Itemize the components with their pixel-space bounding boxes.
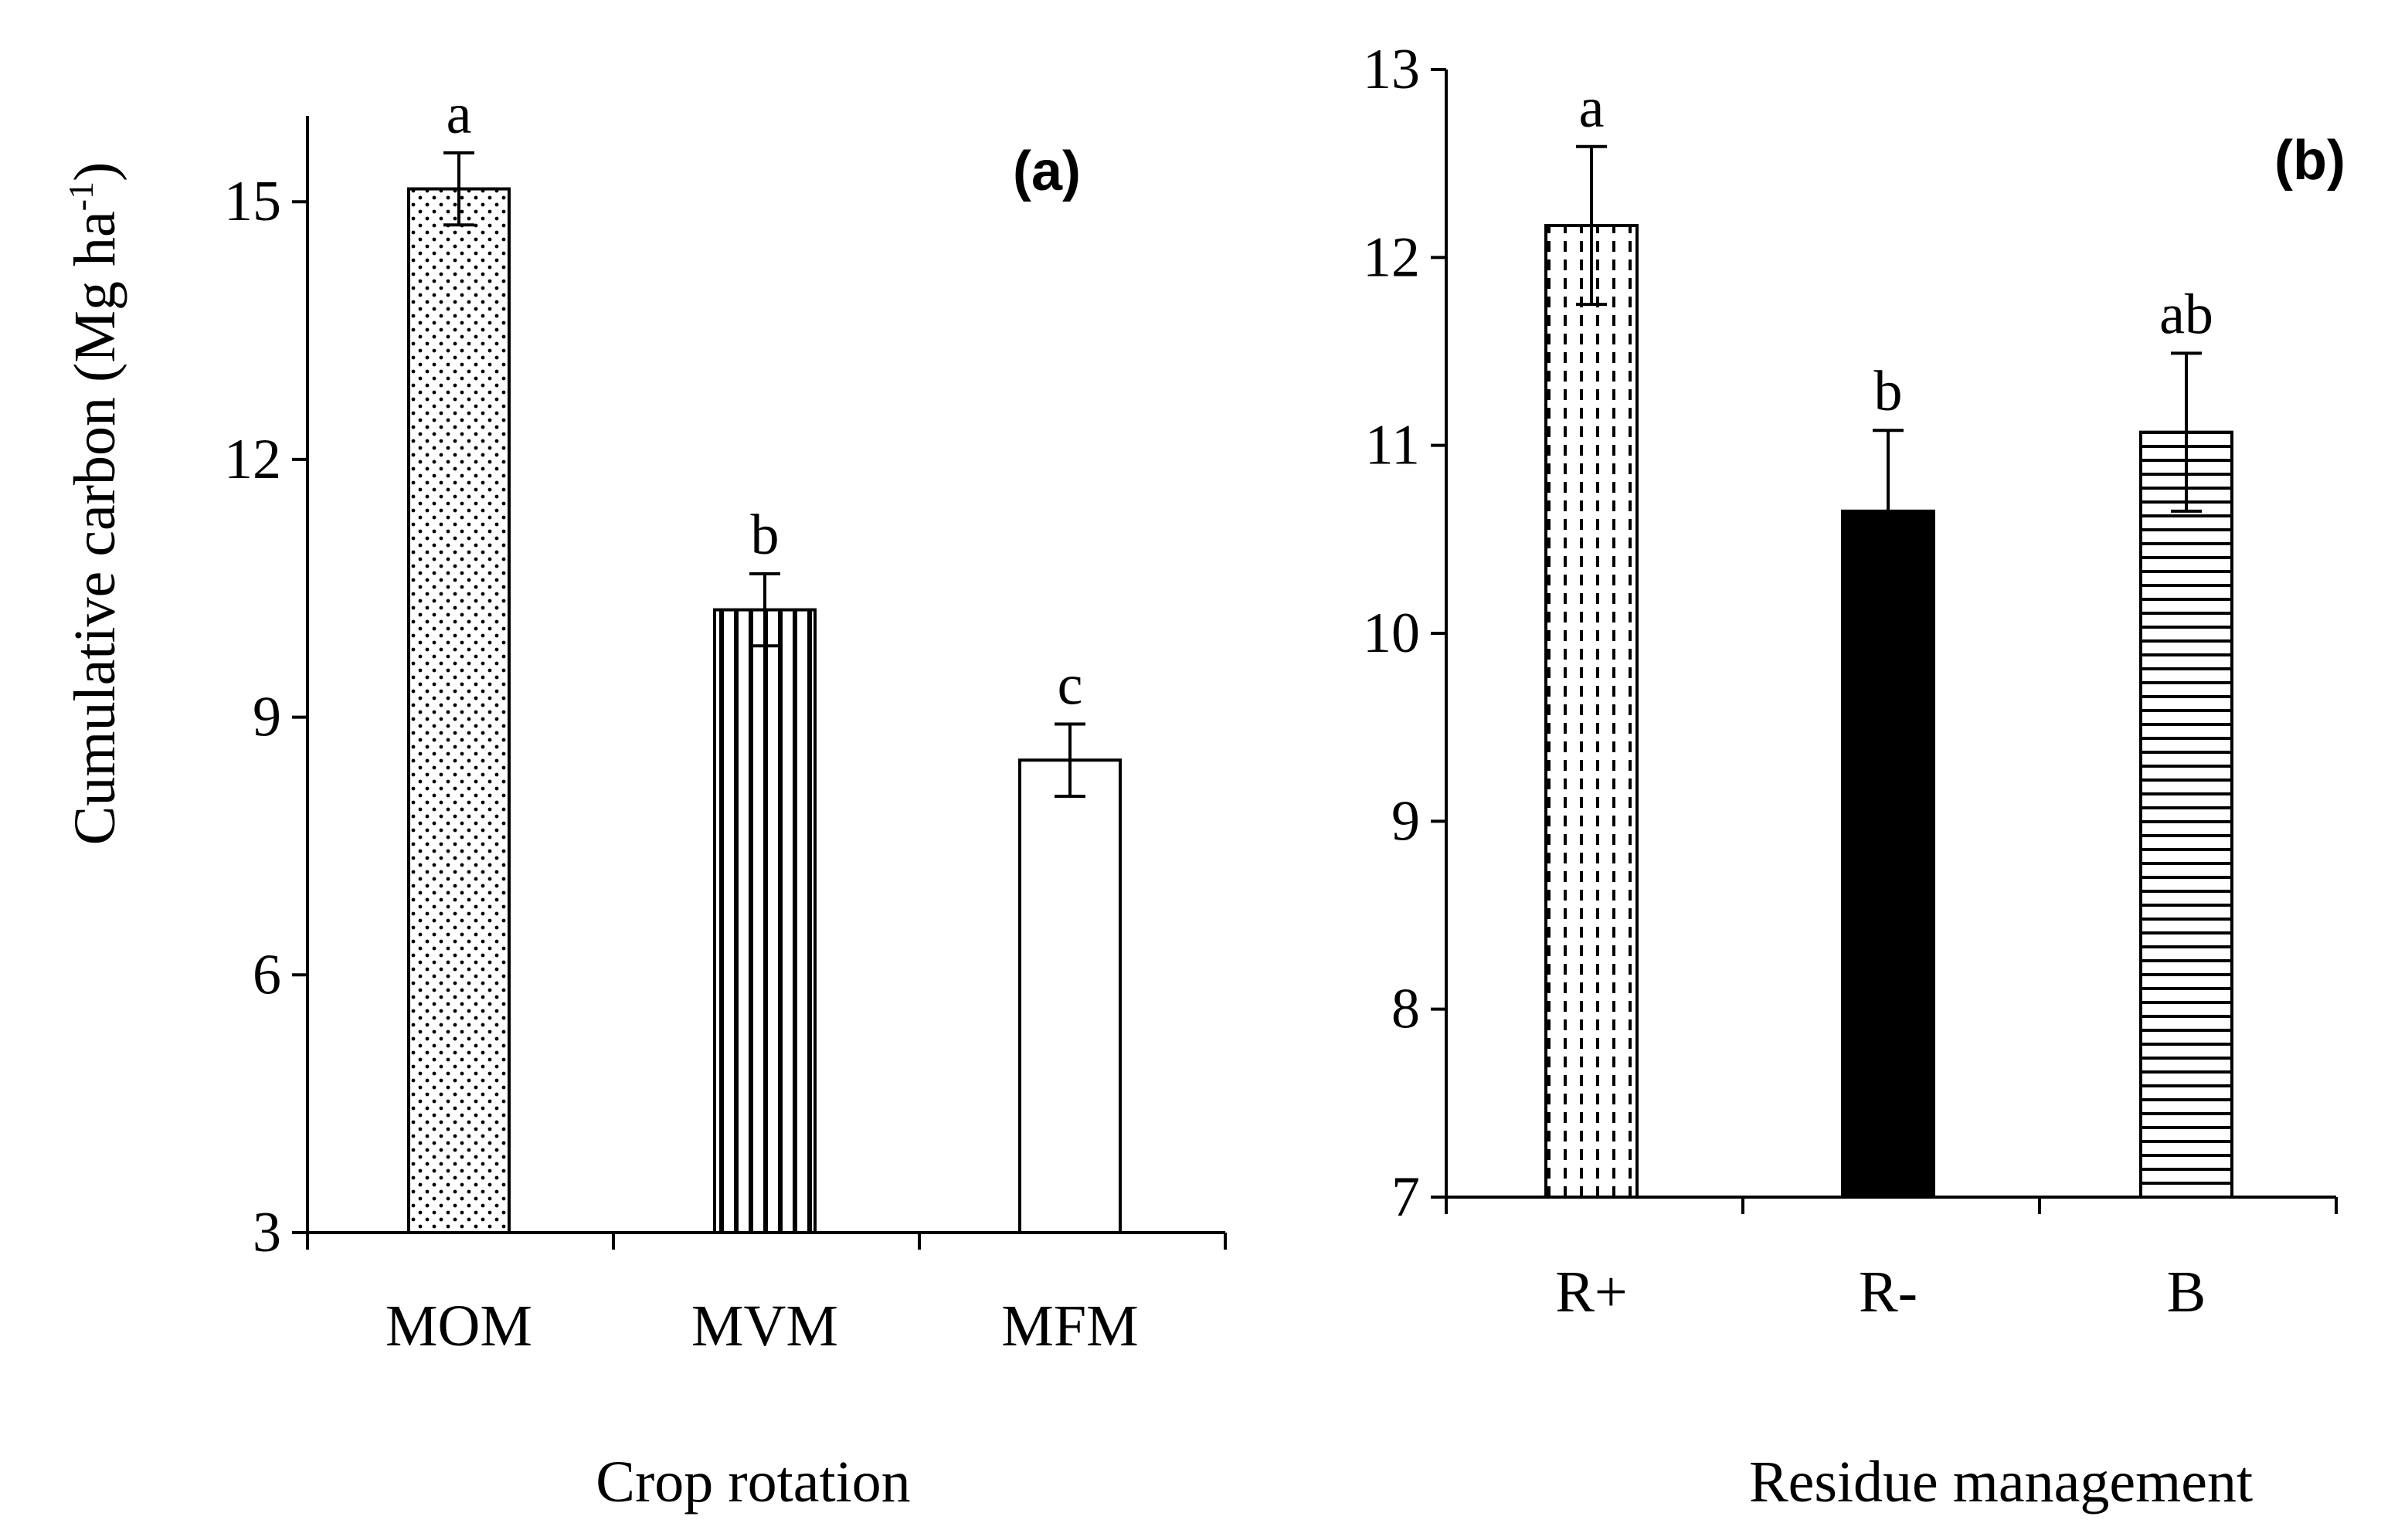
- category-label-MFM: MFM: [1001, 1294, 1138, 1359]
- bar-MFM: [1018, 758, 1122, 1234]
- y-tick-label-b: 13: [1363, 38, 1420, 101]
- panel-label-b: (b): [2274, 130, 2345, 192]
- y-tick-label-a: 6: [253, 943, 281, 1006]
- y-tick-label-a: 12: [224, 428, 281, 491]
- bar-B: [2139, 430, 2233, 1199]
- significance-letter-B: ab: [2159, 283, 2213, 346]
- xlabel-b: Residue management: [1749, 1450, 2253, 1515]
- y-tick-label-a: 15: [224, 170, 281, 233]
- ylabel-a: Cumulative carbon (Mg ha-1): [61, 162, 127, 846]
- error-bar-MOM: [443, 151, 474, 227]
- xlabel-a: Crop rotation: [596, 1450, 910, 1515]
- category-label-R+: R+: [1555, 1260, 1628, 1325]
- error-bar-B: [2171, 351, 2202, 513]
- y-tick-label-b: 8: [1391, 978, 1420, 1041]
- bar-R-: [1841, 509, 1935, 1199]
- panel-label-a: (a): [1013, 141, 1081, 202]
- bar-MVM: [713, 608, 817, 1234]
- category-label-MVM: MVM: [691, 1294, 838, 1359]
- category-label-MOM: MOM: [386, 1294, 532, 1359]
- bar-R+: [1544, 223, 1639, 1199]
- category-label-R-: R-: [1859, 1260, 1917, 1325]
- y-tick-label-b: 9: [1391, 789, 1420, 853]
- error-bar-MFM: [1055, 722, 1085, 798]
- panel-b: (b) Residue management 7 8 9 10 11 12 13 a R+ b R-…: [1363, 38, 2345, 1515]
- significance-letter-MOM: a: [447, 83, 472, 146]
- y-tick-label-b: 11: [1365, 414, 1420, 477]
- y-tick-label-b: 12: [1363, 226, 1420, 289]
- error-bar-MVM: [749, 572, 780, 648]
- error-bar-R-: [1873, 429, 1904, 594]
- significance-letter-R-: b: [1874, 360, 1903, 423]
- panel-a: Cumulative carbon (Mg ha-1) (a) Crop rot…: [61, 83, 1227, 1515]
- y-tick-label-a: 3: [253, 1201, 281, 1264]
- significance-letter-R+: a: [1579, 76, 1605, 140]
- significance-letter-MVM: b: [751, 504, 780, 567]
- y-tick-label-b: 10: [1363, 602, 1420, 665]
- category-label-B: B: [2167, 1260, 2206, 1325]
- error-bar-R+: [1576, 144, 1607, 307]
- bar-MOM: [407, 187, 511, 1235]
- y-tick-label-b: 7: [1391, 1165, 1420, 1229]
- significance-letter-MFM: c: [1058, 654, 1083, 717]
- y-tick-label-a: 9: [253, 686, 281, 749]
